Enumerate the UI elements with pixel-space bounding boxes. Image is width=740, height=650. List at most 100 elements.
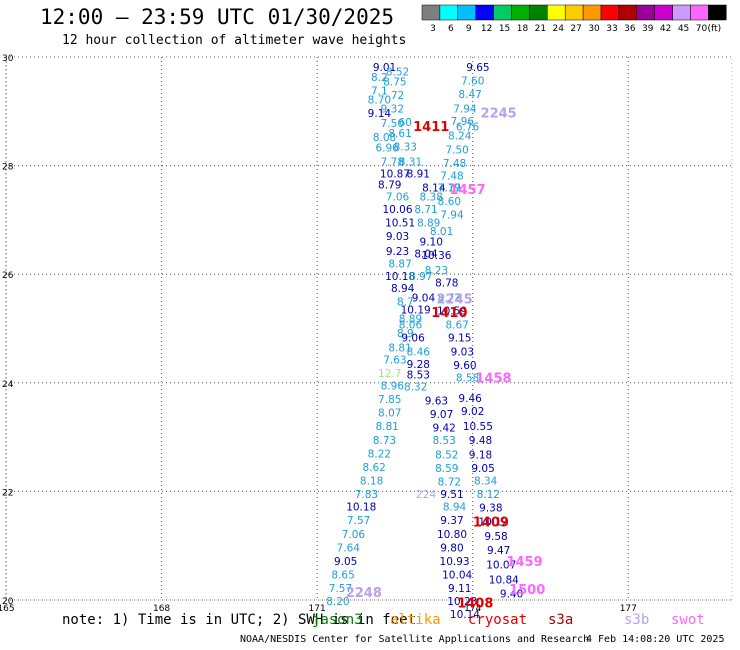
wave-height-label: 8.81	[375, 421, 398, 433]
colorbar-tick-label: 42	[660, 24, 671, 34]
mission-legend-cryosat: cryosat	[468, 612, 528, 628]
colorbar-tick-label: 27	[570, 24, 581, 34]
colorbar-tick-label: 21	[535, 24, 546, 34]
colorbar-swatch	[654, 4, 673, 21]
wave-height-label: 72	[391, 90, 404, 102]
colorbar-tick-label: 39	[642, 24, 654, 34]
wave-height-label: 8.08	[373, 132, 396, 144]
colorbar: 3 6 9 12 15 18 21 24 27 30 33 36 39 42 45 70 (ft)	[421, 4, 727, 34]
wave-height-label: 10.18	[385, 271, 415, 283]
wave-height-label: 8.78	[435, 277, 458, 289]
wave-height-label: 8.31	[399, 156, 422, 168]
x-tick-label: 177	[620, 604, 637, 614]
wave-height-label: 9.46	[458, 393, 482, 405]
wave-height-label: 8.72	[438, 477, 461, 489]
wave-height-label: 10.07	[486, 560, 516, 572]
wave-height-label: 8.89	[399, 314, 422, 326]
wave-height-label: 9.10	[420, 237, 443, 249]
wave-height-label: 8.20	[326, 596, 349, 608]
wave-height-label: 9.51	[440, 489, 463, 501]
plot-frame	[5, 56, 733, 601]
wave-height-label: 8.71	[414, 204, 437, 216]
wave-height-label: 8.34	[474, 476, 498, 488]
colorbar-swatch	[421, 4, 441, 21]
colorbar-swatch	[493, 4, 512, 21]
colorbar-swatch	[708, 4, 727, 21]
wave-height-label: 7.1	[371, 86, 388, 98]
colorbar-tick-label: 70	[696, 24, 708, 34]
wave-height-label: 10.14	[450, 609, 480, 621]
colorbar-tick-label: 30	[588, 24, 600, 34]
colorbar-swatch	[475, 4, 494, 21]
wave-height-label: 9.07	[430, 409, 453, 421]
wave-height-label: 9.37	[440, 515, 463, 527]
wave-height-label: 8.33	[394, 142, 417, 154]
wave-height-label: 10.84	[489, 574, 519, 586]
x-tick-label: 174	[464, 604, 481, 614]
colorbar-tick-label: 33	[606, 24, 617, 34]
wave-height-label: 8.81	[388, 343, 411, 355]
colorbar-swatch	[690, 4, 709, 21]
chart-subtitle: 12 hour collection of altimeter wave hei…	[62, 33, 407, 48]
wave-height-label: 9.63	[425, 396, 448, 408]
wave-height-label: 8.73	[373, 435, 396, 447]
wave-height-label: 8.52	[386, 67, 409, 79]
wave-height-label: 9.15	[448, 333, 471, 345]
wave-height-label: 8.70	[368, 94, 391, 106]
wave-height-label: 10.04	[442, 569, 472, 581]
wave-height-label: 8.06	[399, 320, 423, 332]
wave-height-label: 7.83	[355, 489, 378, 501]
wave-height-label: 9.05	[471, 463, 494, 475]
pass-time-marker: 1459	[506, 555, 542, 570]
colorbar-tick-label: 45	[678, 24, 689, 34]
wave-height-label: 8.62	[362, 462, 385, 474]
wave-height-label: 7.94	[440, 209, 464, 221]
wave-height-label: 8.52	[435, 449, 458, 461]
wave-height-label: 10.59	[437, 306, 467, 318]
wave-height-label: 10.18	[346, 502, 376, 514]
data-points: 9.018.528.28.757.1 728.709.329.147.50608.…	[326, 62, 523, 621]
wave-height-label: 8.53	[407, 370, 430, 382]
wave-height-label: 9.18	[469, 449, 492, 461]
colorbar-tick-label: 12	[481, 24, 492, 34]
wave-height-label: 7.48	[440, 170, 463, 182]
colorbar-tick-label: 9	[466, 24, 472, 34]
x-tick-label: 165	[0, 604, 15, 614]
wave-height-label: 10.55	[463, 421, 493, 433]
wave-height-label: 7.06	[386, 192, 410, 204]
wave-height-label: 9.03	[451, 346, 474, 358]
wave-height-label: 9.60	[453, 360, 476, 372]
pass-time-marker: 1408	[457, 597, 493, 612]
wave-height-label: 7.85	[378, 394, 401, 406]
wave-height-label: 8.79	[378, 180, 401, 192]
colorbar-swatch	[582, 4, 602, 21]
wave-height-label: 10.51	[385, 218, 415, 230]
wave-height-label: 9.01	[373, 62, 396, 74]
wave-height-label: 8.04	[414, 249, 438, 261]
wave-height-label: 8.94	[391, 283, 415, 295]
wave-height-label: 9.80	[440, 542, 463, 554]
wave-height-label: 8.67	[445, 320, 468, 332]
colorbar-swatch	[511, 4, 530, 21]
wave-height-label: 8.24	[448, 131, 472, 143]
y-tick-label: 20	[2, 597, 14, 607]
wave-height-label: 10.06	[382, 204, 412, 216]
colorbar-tick-label: 6	[448, 24, 454, 34]
time-markers: 1411224514572245141014581409145915002248…	[346, 106, 546, 611]
colorbar-swatch	[600, 4, 620, 21]
mission-legend-s3a: s3a	[548, 612, 574, 628]
generated-timestamp: 4 Feb 14:08:20 UTC 2025	[586, 634, 725, 645]
pass-time-marker: 1409	[473, 515, 509, 530]
axes: 165 168 171 174 177 30 28 26 24 22 20	[0, 54, 637, 614]
wave-height-label: 9.28	[407, 359, 430, 371]
colorbar-swatch	[618, 4, 638, 21]
chart-title: 12:00 – 23:59 UTC 01/30/2025	[40, 5, 395, 29]
colorbar-tick-label: 36	[624, 24, 636, 34]
colorbar-tick-label: 18	[517, 24, 529, 34]
pass-time-marker: 1457	[449, 183, 485, 198]
wave-height-label: 8.9	[397, 328, 414, 340]
wave-height-label: 8.61	[388, 128, 411, 140]
wave-height-label: 8.89	[417, 218, 440, 230]
colorbar-swatch	[564, 4, 584, 21]
wave-height-label: 6.76	[456, 122, 480, 134]
